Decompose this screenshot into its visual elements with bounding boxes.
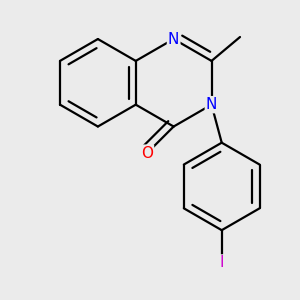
Text: N: N — [168, 32, 179, 46]
Text: I: I — [220, 256, 224, 271]
Text: N: N — [206, 97, 217, 112]
Text: O: O — [141, 146, 153, 161]
